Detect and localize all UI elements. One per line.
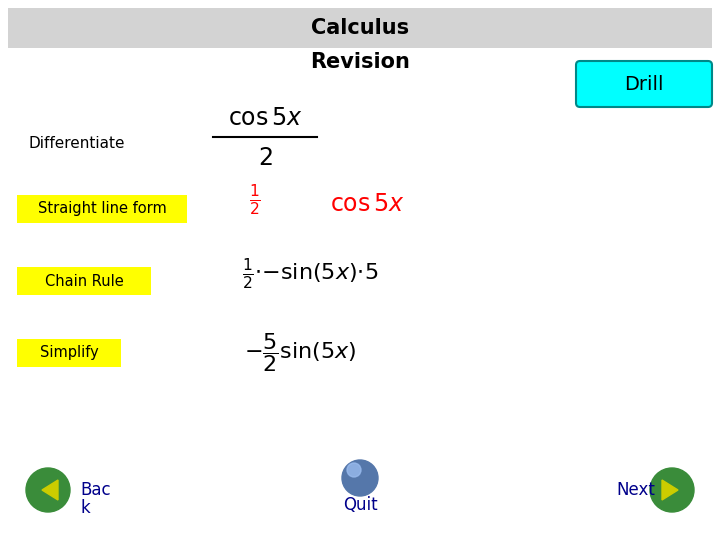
Circle shape [342, 460, 378, 496]
FancyBboxPatch shape [17, 339, 121, 367]
Text: Quit: Quit [343, 496, 377, 514]
Text: Calculus: Calculus [311, 18, 409, 38]
Circle shape [650, 468, 694, 512]
Text: $\cos 5x$: $\cos 5x$ [228, 106, 302, 130]
Text: $2$: $2$ [258, 146, 272, 170]
Text: Chain Rule: Chain Rule [45, 273, 123, 288]
Text: Revision: Revision [310, 52, 410, 72]
Circle shape [26, 468, 70, 512]
Text: $-\dfrac{5}{2}\sin(5x)$: $-\dfrac{5}{2}\sin(5x)$ [244, 332, 356, 374]
FancyBboxPatch shape [17, 267, 151, 295]
Text: $\frac{1}{2}{\cdot}{-}\sin(5x){\cdot}5$: $\frac{1}{2}{\cdot}{-}\sin(5x){\cdot}5$ [242, 256, 378, 292]
Text: Bac: Bac [80, 481, 111, 499]
Text: Drill: Drill [624, 75, 664, 93]
Text: k: k [80, 499, 90, 517]
Text: $\cos 5x$: $\cos 5x$ [330, 192, 405, 216]
Text: $\frac{1}{2}$: $\frac{1}{2}$ [249, 183, 261, 218]
Circle shape [347, 463, 361, 477]
FancyBboxPatch shape [576, 61, 712, 107]
Text: Differentiate: Differentiate [28, 136, 125, 151]
Text: Straight line form: Straight line form [37, 201, 166, 217]
FancyBboxPatch shape [8, 8, 712, 48]
FancyBboxPatch shape [17, 195, 187, 223]
Text: Next: Next [616, 481, 655, 499]
Polygon shape [662, 480, 678, 500]
Text: Simplify: Simplify [40, 346, 99, 361]
Polygon shape [42, 480, 58, 500]
